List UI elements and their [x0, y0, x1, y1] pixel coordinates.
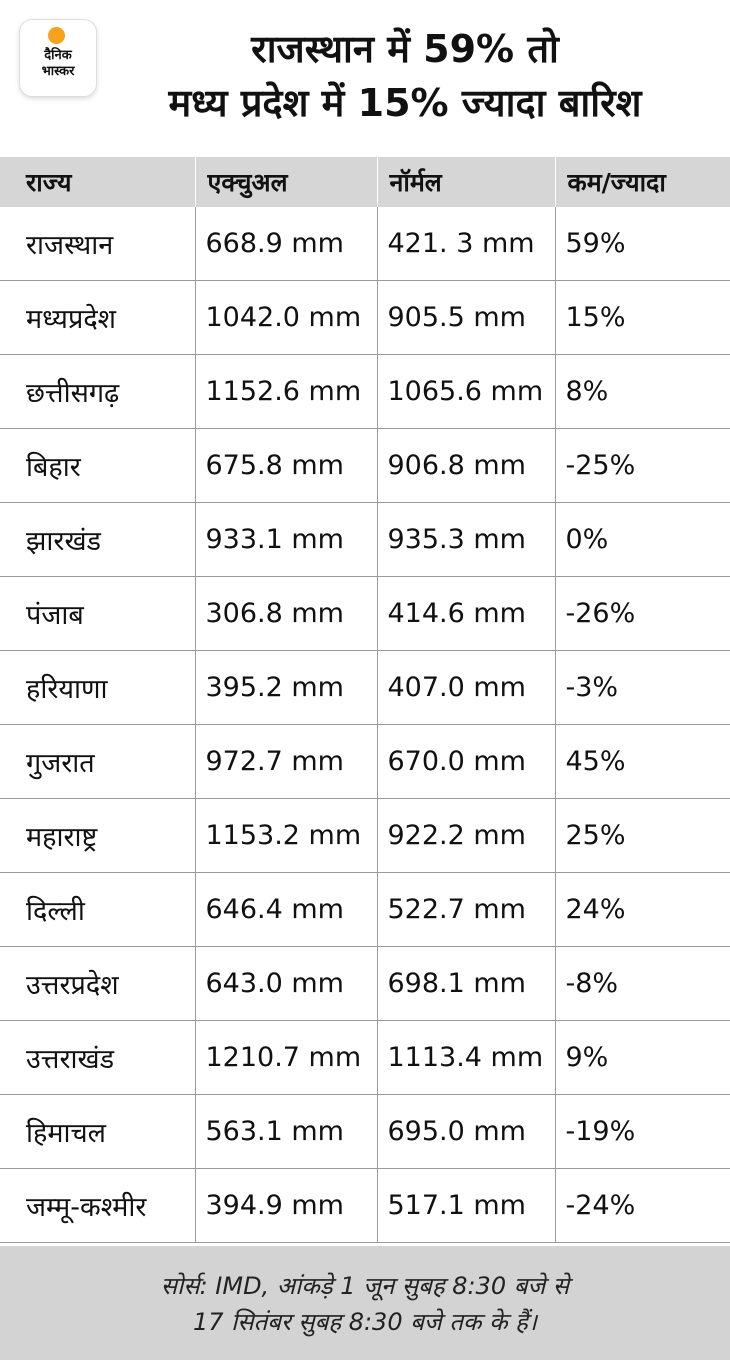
normal-rainfall-cell: 407.0 mm: [377, 650, 556, 725]
state-cell: बिहार: [0, 428, 196, 503]
dainik-bhaskar-logo: दैनिक भास्कर: [20, 20, 96, 96]
title-line-1: राजस्थान में 59% तो: [251, 27, 559, 71]
difference-cell: -19%: [555, 1094, 730, 1169]
normal-rainfall-cell: 414.6 mm: [377, 576, 556, 651]
column-header-normal: नॉर्मल: [377, 157, 556, 207]
difference-cell: 25%: [555, 798, 730, 873]
difference-cell: -26%: [555, 576, 730, 651]
column-header-difference: कम/ज्यादा: [555, 157, 730, 207]
normal-rainfall-cell: 905.5 mm: [377, 280, 556, 355]
difference-cell: -8%: [555, 946, 730, 1021]
normal-rainfall-cell: 935.3 mm: [377, 502, 556, 577]
table-row: दिल्ली 646.4 mm 522.7 mm 24%: [0, 872, 730, 947]
difference-cell: 45%: [555, 724, 730, 799]
state-cell: महाराष्ट्र: [0, 798, 196, 873]
normal-rainfall-cell: 1113.4 mm: [377, 1020, 556, 1095]
normal-rainfall-cell: 421. 3 mm: [377, 207, 556, 281]
header: दैनिक भास्कर राजस्थान में 59% तो मध्य प्…: [0, 0, 730, 157]
state-cell: हिमाचल: [0, 1094, 196, 1169]
table-row: मध्यप्रदेश 1042.0 mm 905.5 mm 15%: [0, 280, 730, 355]
source-note: सोर्स: IMD, आंकड़े 1 जून सुबह 8:30 बजे स…: [0, 1246, 730, 1360]
state-cell: गुजरात: [0, 724, 196, 799]
state-cell: जम्मू-कश्मीर: [0, 1168, 196, 1243]
difference-cell: 0%: [555, 502, 730, 577]
state-cell: छत्तीसगढ़: [0, 354, 196, 429]
state-cell: राजस्थान: [0, 207, 196, 281]
difference-cell: 9%: [555, 1020, 730, 1095]
table-row: पंजाब 306.8 mm 414.6 mm -26%: [0, 576, 730, 651]
actual-rainfall-cell: 972.7 mm: [195, 724, 378, 799]
actual-rainfall-cell: 306.8 mm: [195, 576, 378, 651]
actual-rainfall-cell: 668.9 mm: [195, 207, 378, 281]
normal-rainfall-cell: 906.8 mm: [377, 428, 556, 503]
state-cell: हरियाणा: [0, 650, 196, 725]
difference-cell: -3%: [555, 650, 730, 725]
logo-text-line2: भास्कर: [41, 64, 75, 79]
actual-rainfall-cell: 1153.2 mm: [195, 798, 378, 873]
column-header-state: राज्य: [0, 157, 196, 207]
table-row: छत्तीसगढ़ 1152.6 mm 1065.6 mm 8%: [0, 354, 730, 429]
normal-rainfall-cell: 1065.6 mm: [377, 354, 556, 429]
table-row: राजस्थान 668.9 mm 421. 3 mm 59%: [0, 207, 730, 281]
table-row: झारखंड 933.1 mm 935.3 mm 0%: [0, 502, 730, 577]
state-cell: उत्तरप्रदेश: [0, 946, 196, 1021]
table-row: उत्तराखंड 1210.7 mm 1113.4 mm 9%: [0, 1020, 730, 1095]
actual-rainfall-cell: 395.2 mm: [195, 650, 378, 725]
normal-rainfall-cell: 695.0 mm: [377, 1094, 556, 1169]
actual-rainfall-cell: 643.0 mm: [195, 946, 378, 1021]
normal-rainfall-cell: 922.2 mm: [377, 798, 556, 873]
difference-cell: -25%: [555, 428, 730, 503]
actual-rainfall-cell: 675.8 mm: [195, 428, 378, 503]
page-title: राजस्थान में 59% तो मध्य प्रदेश में 15% …: [100, 22, 710, 130]
state-cell: दिल्ली: [0, 872, 196, 947]
sun-icon: [48, 27, 65, 44]
table-row: हिमाचल 563.1 mm 695.0 mm -19%: [0, 1094, 730, 1169]
actual-rainfall-cell: 1152.6 mm: [195, 354, 378, 429]
table-body: राजस्थान 668.9 mm 421. 3 mm 59% मध्यप्रदेश 10…: [0, 207, 730, 1243]
table-row: जम्मू-कश्मीर 394.9 mm 517.1 mm -24%: [0, 1168, 730, 1243]
logo-text-line1: दैनिक: [44, 48, 72, 63]
state-cell: झारखंड: [0, 502, 196, 577]
actual-rainfall-cell: 394.9 mm: [195, 1168, 378, 1243]
state-cell: पंजाब: [0, 576, 196, 651]
normal-rainfall-cell: 670.0 mm: [377, 724, 556, 799]
difference-cell: 8%: [555, 354, 730, 429]
difference-cell: 15%: [555, 280, 730, 355]
table-row: गुजरात 972.7 mm 670.0 mm 45%: [0, 724, 730, 799]
normal-rainfall-cell: 522.7 mm: [377, 872, 556, 947]
actual-rainfall-cell: 933.1 mm: [195, 502, 378, 577]
title-line-2: मध्य प्रदेश में 15% ज्यादा बारिश: [168, 81, 642, 125]
difference-cell: 59%: [555, 207, 730, 281]
rainfall-table: राज्य एक्चुअल नॉर्मल कम/ज्यादा राजस्थान 6…: [0, 157, 730, 1243]
table-header-row: राज्य एक्चुअल नॉर्मल कम/ज्यादा: [0, 157, 730, 207]
table-row: उत्तरप्रदेश 643.0 mm 698.1 mm -8%: [0, 946, 730, 1021]
source-line-2: 17 सितंबर सुबह 8:30 बजे तक के हैं।: [192, 1308, 538, 1336]
state-cell: मध्यप्रदेश: [0, 280, 196, 355]
source-line-1: सोर्स: IMD, आंकड़े 1 जून सुबह 8:30 बजे स…: [160, 1272, 570, 1300]
normal-rainfall-cell: 698.1 mm: [377, 946, 556, 1021]
actual-rainfall-cell: 1042.0 mm: [195, 280, 378, 355]
table-row: बिहार 675.8 mm 906.8 mm -25%: [0, 428, 730, 503]
actual-rainfall-cell: 1210.7 mm: [195, 1020, 378, 1095]
table-row: हरियाणा 395.2 mm 407.0 mm -3%: [0, 650, 730, 725]
table-row: महाराष्ट्र 1153.2 mm 922.2 mm 25%: [0, 798, 730, 873]
difference-cell: -24%: [555, 1168, 730, 1243]
column-header-actual: एक्चुअल: [195, 157, 378, 207]
normal-rainfall-cell: 517.1 mm: [377, 1168, 556, 1243]
difference-cell: 24%: [555, 872, 730, 947]
actual-rainfall-cell: 563.1 mm: [195, 1094, 378, 1169]
state-cell: उत्तराखंड: [0, 1020, 196, 1095]
actual-rainfall-cell: 646.4 mm: [195, 872, 378, 947]
